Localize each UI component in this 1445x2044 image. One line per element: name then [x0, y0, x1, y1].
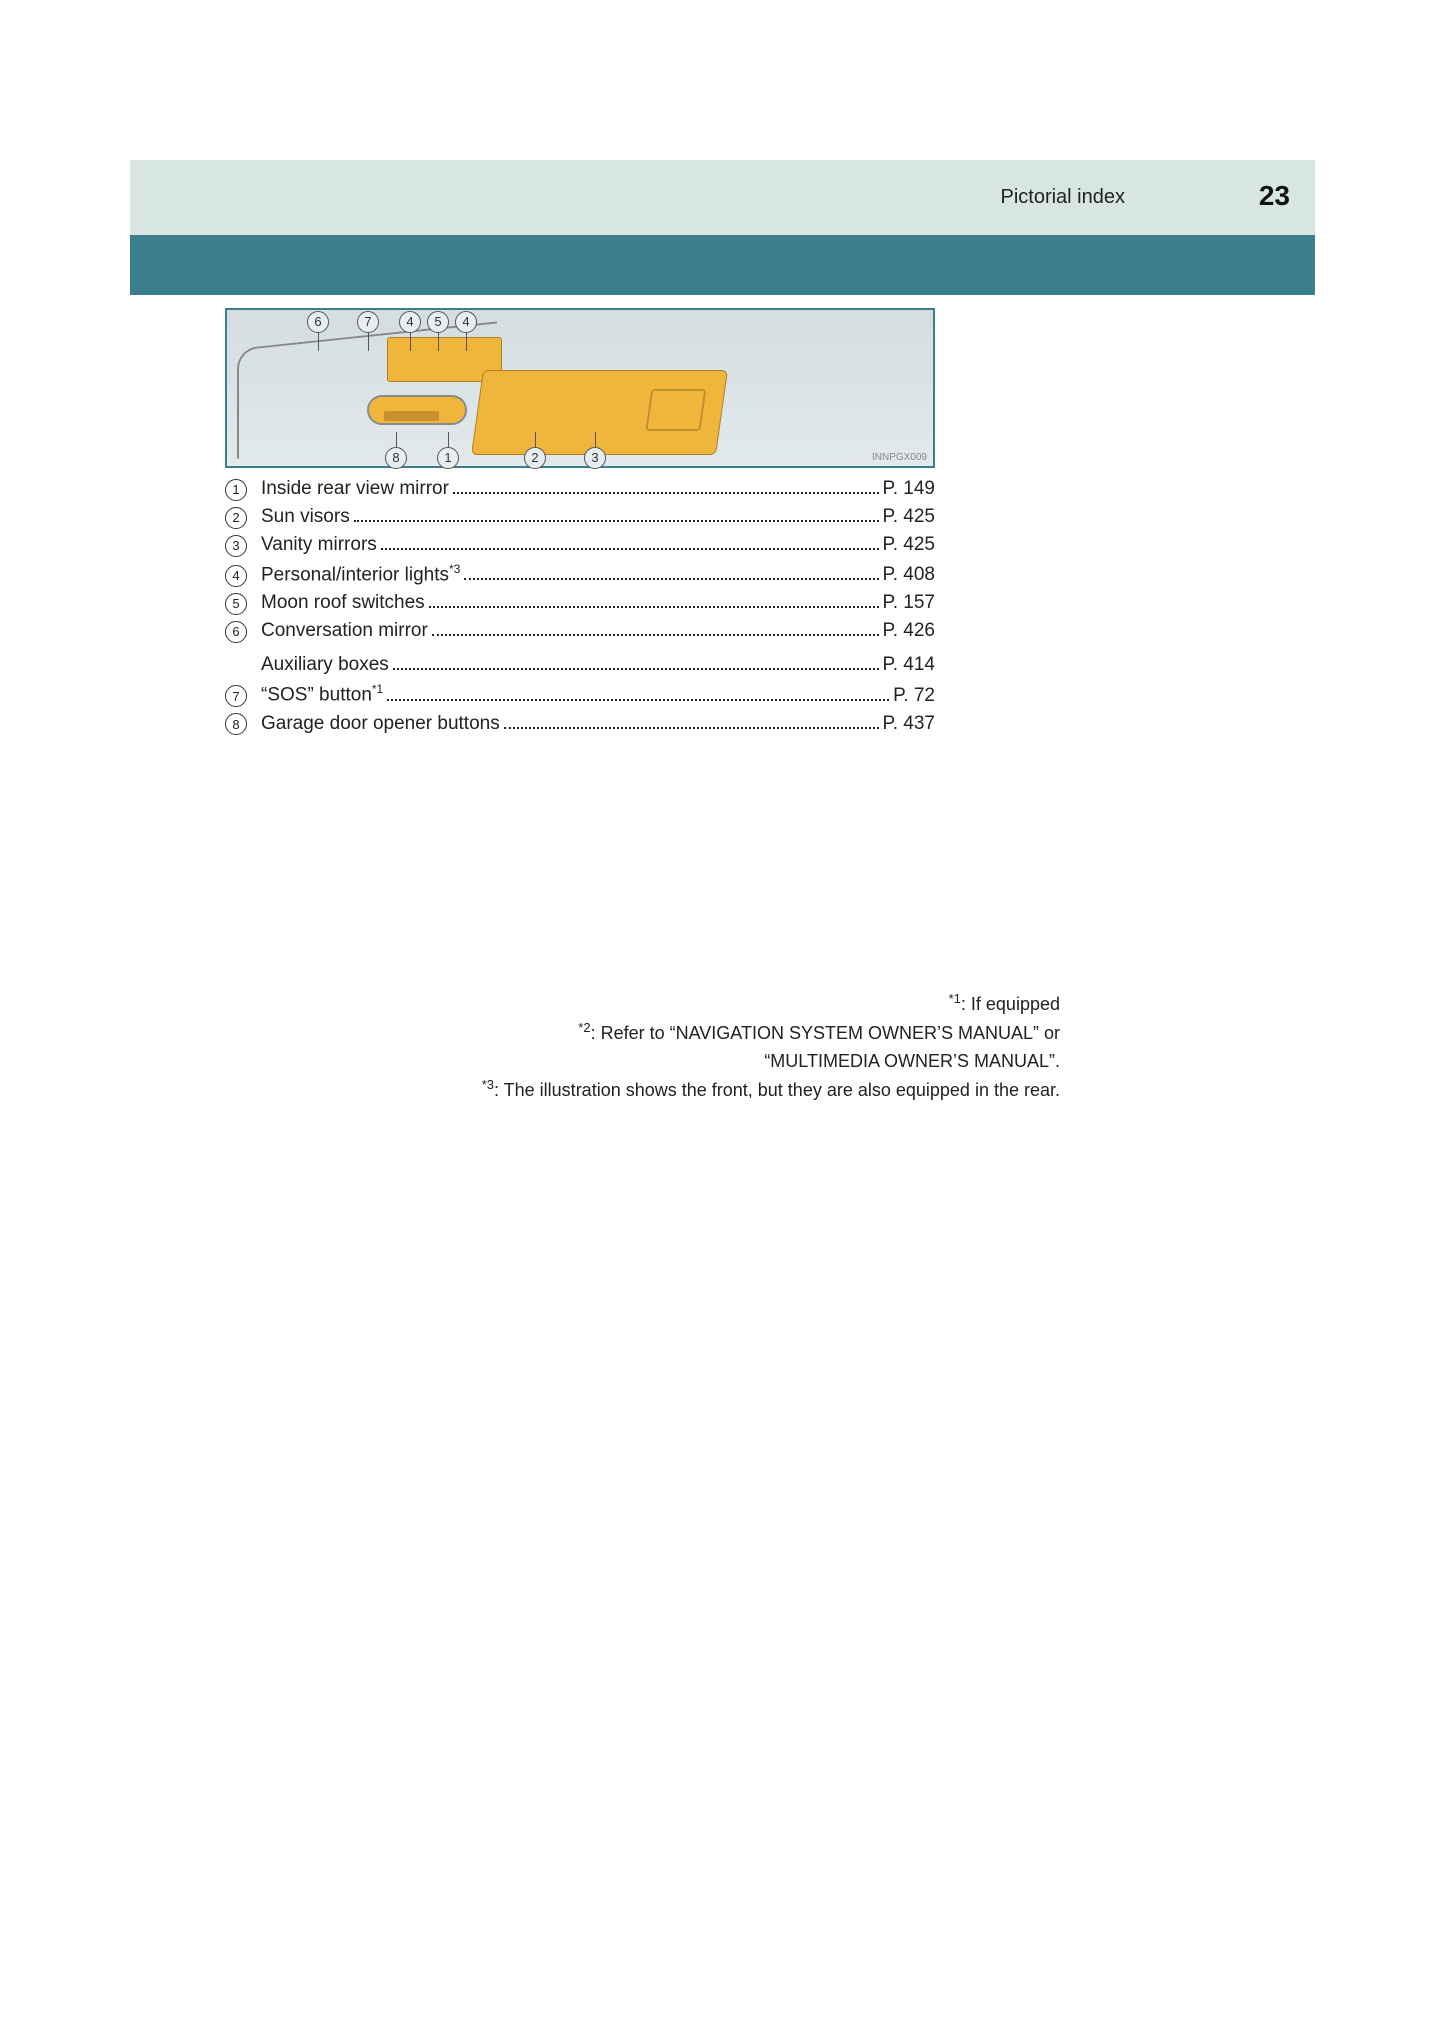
index-row: 4 Personal/interior lights*3 P. 408 — [225, 562, 935, 586]
index-row: 7 “SOS” button*1 P. 72 — [225, 682, 935, 706]
index-page: P. 72 — [893, 685, 935, 707]
index-number: 7 — [225, 685, 253, 707]
index-number — [225, 648, 253, 670]
callout-3: 3 — [584, 447, 606, 469]
index-number: 4 — [225, 564, 253, 586]
sun-visor — [471, 370, 728, 455]
callout-6: 6 — [307, 311, 329, 333]
index-label: “SOS” button*1 — [261, 682, 383, 706]
index-number: 8 — [225, 713, 253, 735]
header-title: Pictorial index — [1000, 186, 1125, 209]
index-page: P. 414 — [883, 654, 935, 676]
diagram: 67454 8123 INNPGX009 — [225, 308, 935, 468]
footnote-3: *3: The illustration shows the front, bu… — [225, 1076, 1060, 1103]
index-number: 1 — [225, 478, 253, 500]
header-bar: Pictorial index — [130, 160, 1315, 235]
leader-dots — [453, 492, 879, 494]
index-page: P. 426 — [883, 620, 935, 642]
leader-dots — [387, 699, 889, 701]
index-page: P. 437 — [883, 713, 935, 735]
index-row: 1 Inside rear view mirror P. 149 — [225, 478, 935, 500]
callout-leader — [318, 333, 319, 351]
index-row: 3 Vanity mirrors P. 425 — [225, 534, 935, 556]
index-page: P. 157 — [883, 592, 935, 614]
diagram-illustration — [237, 325, 923, 456]
callout-4: 4 — [455, 311, 477, 333]
leader-dots — [432, 634, 879, 636]
index-page: P. 425 — [883, 534, 935, 556]
page-number: 23 — [1259, 180, 1290, 212]
rear-view-mirror — [367, 395, 467, 425]
index-list: 1 Inside rear view mirror P. 149 2 Sun visor… — [225, 478, 935, 741]
index-label: Sun visors — [261, 506, 350, 528]
index-page: P. 425 — [883, 506, 935, 528]
callout-leader — [410, 333, 411, 351]
leader-dots — [381, 548, 879, 550]
index-page: P. 149 — [883, 478, 935, 500]
leader-dots — [354, 520, 879, 522]
index-row: 2 Sun visors P. 425 — [225, 506, 935, 528]
section-band — [130, 235, 1315, 295]
callout-leader — [466, 333, 467, 351]
callout-5: 5 — [427, 311, 449, 333]
index-label: Conversation mirror — [261, 620, 428, 642]
callout-7: 7 — [357, 311, 379, 333]
leader-dots — [464, 578, 878, 580]
index-number: 2 — [225, 506, 253, 528]
index-label: Garage door opener buttons — [261, 713, 500, 735]
index-label: Moon roof switches — [261, 592, 425, 614]
footnote-1: *1: If equipped — [225, 990, 1060, 1017]
callout-4: 4 — [399, 311, 421, 333]
diagram-code: INNPGX009 — [872, 452, 927, 463]
index-label: Personal/interior lights*3 — [261, 562, 460, 586]
callout-8: 8 — [385, 447, 407, 469]
callout-1: 1 — [437, 447, 459, 469]
callout-leader — [535, 432, 536, 447]
footnotes: *1: If equipped *2: Refer to “NAVIGATION… — [225, 990, 1060, 1105]
index-number: 5 — [225, 592, 253, 614]
index-label: Inside rear view mirror — [261, 478, 449, 500]
footnote-2b: “MULTIMEDIA OWNER’S MANUAL”. — [225, 1048, 1060, 1074]
leader-dots — [393, 668, 879, 670]
leader-dots — [504, 727, 879, 729]
index-row: 5 Moon roof switches P. 157 — [225, 592, 935, 614]
index-label: Auxiliary boxes — [261, 654, 389, 676]
callout-leader — [448, 432, 449, 447]
index-row: 6 Conversation mirror P. 426 — [225, 620, 935, 642]
callout-leader — [368, 333, 369, 351]
callout-leader — [396, 432, 397, 447]
index-row: 8 Garage door opener buttons P. 437 — [225, 713, 935, 735]
index-page: P. 408 — [883, 564, 935, 586]
index-number: 6 — [225, 620, 253, 642]
index-number: 3 — [225, 534, 253, 556]
callout-leader — [438, 333, 439, 351]
vanity-mirror — [645, 389, 706, 431]
footnote-2a: *2: Refer to “NAVIGATION SYSTEM OWNER’S … — [225, 1019, 1060, 1046]
callout-2: 2 — [524, 447, 546, 469]
callout-leader — [595, 432, 596, 447]
index-label: Vanity mirrors — [261, 534, 377, 556]
index-row: Auxiliary boxes P. 414 — [225, 648, 935, 676]
leader-dots — [429, 606, 879, 608]
